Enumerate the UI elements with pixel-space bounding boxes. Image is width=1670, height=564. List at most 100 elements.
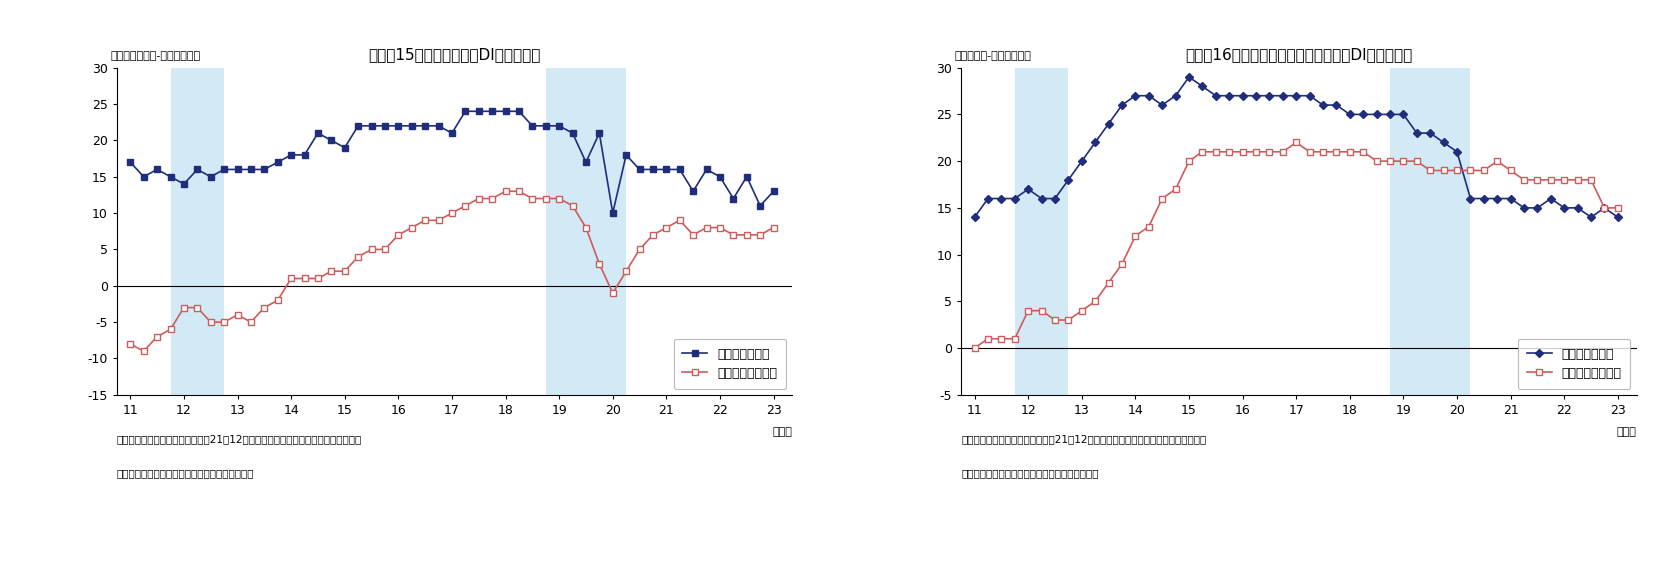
中小企業・全産業 bbox=[483, 195, 503, 202]
大企業・全産業 bbox=[1232, 92, 1252, 99]
大企業・全産業 bbox=[723, 195, 743, 202]
中小企業・全産業 bbox=[134, 348, 154, 355]
中小企業・全産業 bbox=[576, 224, 596, 231]
大企業・全産業 bbox=[656, 166, 676, 173]
中小企業・全産業 bbox=[549, 195, 569, 202]
中小企業・全産業 bbox=[347, 253, 367, 260]
中小企業・全産業 bbox=[174, 304, 194, 311]
大企業・全産業 bbox=[1045, 195, 1065, 202]
Text: （「緩い」-「厳しい」）: （「緩い」-「厳しい」） bbox=[955, 51, 1032, 61]
大企業・全産業 bbox=[965, 214, 985, 221]
中小企業・全産業 bbox=[696, 224, 716, 231]
大企業・全産業 bbox=[1259, 92, 1279, 99]
中小企業・全産業 bbox=[120, 341, 140, 347]
大企業・全産業 bbox=[696, 166, 716, 173]
中小企業・全産業 bbox=[670, 217, 690, 224]
中小企業・全産業 bbox=[456, 202, 476, 209]
Bar bbox=[170, 68, 224, 395]
中小企業・全産業 bbox=[1246, 148, 1266, 155]
中小企業・全産業 bbox=[1286, 139, 1306, 146]
中小企業・全産業 bbox=[416, 217, 436, 224]
大企業・全産業 bbox=[1581, 214, 1602, 221]
大企業・全産業 bbox=[429, 122, 449, 129]
Text: （資料）日本銀行「全国企業短期経済観測調査」: （資料）日本銀行「全国企業短期経済観測調査」 bbox=[962, 468, 1099, 478]
大企業・全産業 bbox=[1528, 205, 1548, 212]
大企業・全産業 bbox=[374, 122, 394, 129]
大企業・全産業 bbox=[174, 180, 194, 187]
大企業・全産業 bbox=[1433, 139, 1453, 146]
中小企業・全産業 bbox=[294, 275, 314, 282]
中小企業・全産業 bbox=[1366, 158, 1386, 165]
Legend: 大企業・全産業, 中小企業・全産業: 大企業・全産業, 中小企業・全産業 bbox=[1518, 339, 1630, 389]
中小企業・全産業 bbox=[1072, 307, 1092, 314]
大企業・全産業 bbox=[1005, 195, 1025, 202]
中小企業・全産業 bbox=[1528, 177, 1548, 183]
大企業・全産業 bbox=[630, 166, 650, 173]
大企業・全産業 bbox=[683, 188, 703, 195]
大企業・全産業 bbox=[227, 166, 247, 173]
大企業・全産業 bbox=[1460, 195, 1480, 202]
大企業・全産業 bbox=[147, 166, 167, 173]
中小企業・全産業 bbox=[965, 345, 985, 351]
中小企業・全産業 bbox=[630, 246, 650, 253]
中小企業・全産業 bbox=[616, 268, 636, 275]
中小企業・全産業 bbox=[1112, 261, 1132, 267]
大企業・全産業 bbox=[416, 122, 436, 129]
大企業・全産業 bbox=[1515, 205, 1535, 212]
大企業・全産業 bbox=[750, 202, 770, 209]
中小企業・全産業 bbox=[1232, 148, 1252, 155]
中小企業・全産業 bbox=[1353, 148, 1373, 155]
中小企業・全産業 bbox=[240, 319, 261, 325]
中小企業・全産業 bbox=[603, 290, 623, 297]
大企業・全産業 bbox=[334, 144, 354, 151]
中小企業・全産業 bbox=[590, 261, 610, 267]
大企業・全産業 bbox=[1192, 83, 1212, 90]
Text: （年）: （年） bbox=[1617, 428, 1637, 438]
中小企業・全産業 bbox=[469, 195, 489, 202]
大企業・全産業 bbox=[134, 173, 154, 180]
Text: （注）シャドーは景気後退期間、21年12月調査以降は調査対象見直し後の新ベース: （注）シャドーは景気後退期間、21年12月調査以降は調査対象見直し後の新ベース bbox=[962, 434, 1206, 444]
中小企業・全産業 bbox=[1581, 177, 1602, 183]
中小企業・全産業 bbox=[496, 188, 516, 195]
大企業・全産業 bbox=[120, 159, 140, 166]
中小企業・全産業 bbox=[254, 304, 274, 311]
大企業・全産業 bbox=[496, 108, 516, 114]
Legend: 大企業・全産業, 中小企業・全産業: 大企業・全産業, 中小企業・全産業 bbox=[673, 339, 787, 389]
中小企業・全産業 bbox=[656, 224, 676, 231]
大企業・全産業 bbox=[1166, 92, 1186, 99]
中小企業・全産業 bbox=[200, 319, 220, 325]
Line: 大企業・全産業: 大企業・全産業 bbox=[127, 108, 777, 216]
大企業・全産業 bbox=[643, 166, 663, 173]
大企業・全産業 bbox=[1179, 74, 1199, 81]
中小企業・全産業 bbox=[334, 268, 354, 275]
大企業・全産業 bbox=[160, 173, 180, 180]
中小企業・全産業 bbox=[1126, 232, 1146, 239]
中小企業・全産業 bbox=[979, 336, 999, 342]
大企業・全産業 bbox=[979, 195, 999, 202]
大企業・全産業 bbox=[240, 166, 261, 173]
中小企業・全産業 bbox=[187, 304, 207, 311]
中小企業・全産業 bbox=[683, 231, 703, 238]
大企業・全産業 bbox=[1112, 102, 1132, 108]
中小企業・全産業 bbox=[643, 231, 663, 238]
大企業・全産業 bbox=[361, 122, 381, 129]
大企業・全産業 bbox=[281, 152, 301, 158]
大企業・全産業 bbox=[1032, 195, 1052, 202]
中小企業・全産業 bbox=[1406, 158, 1426, 165]
大企業・全産業 bbox=[549, 122, 569, 129]
中小企業・全産業 bbox=[1379, 158, 1399, 165]
大企業・全産業 bbox=[736, 173, 757, 180]
大企業・全産業 bbox=[1595, 205, 1615, 212]
大企業・全産業 bbox=[214, 166, 234, 173]
中小企業・全産業 bbox=[1019, 307, 1039, 314]
中小企業・全産業 bbox=[1515, 177, 1535, 183]
大企業・全産業 bbox=[1206, 92, 1226, 99]
大企業・全産業 bbox=[1366, 111, 1386, 118]
中小企業・全産業 bbox=[389, 231, 409, 238]
大企業・全産業 bbox=[1393, 111, 1413, 118]
大企業・全産業 bbox=[1246, 92, 1266, 99]
中小企業・全産業 bbox=[523, 195, 543, 202]
Bar bbox=[546, 68, 626, 395]
大企業・全産業 bbox=[1019, 186, 1039, 192]
大企業・全産業 bbox=[536, 122, 556, 129]
